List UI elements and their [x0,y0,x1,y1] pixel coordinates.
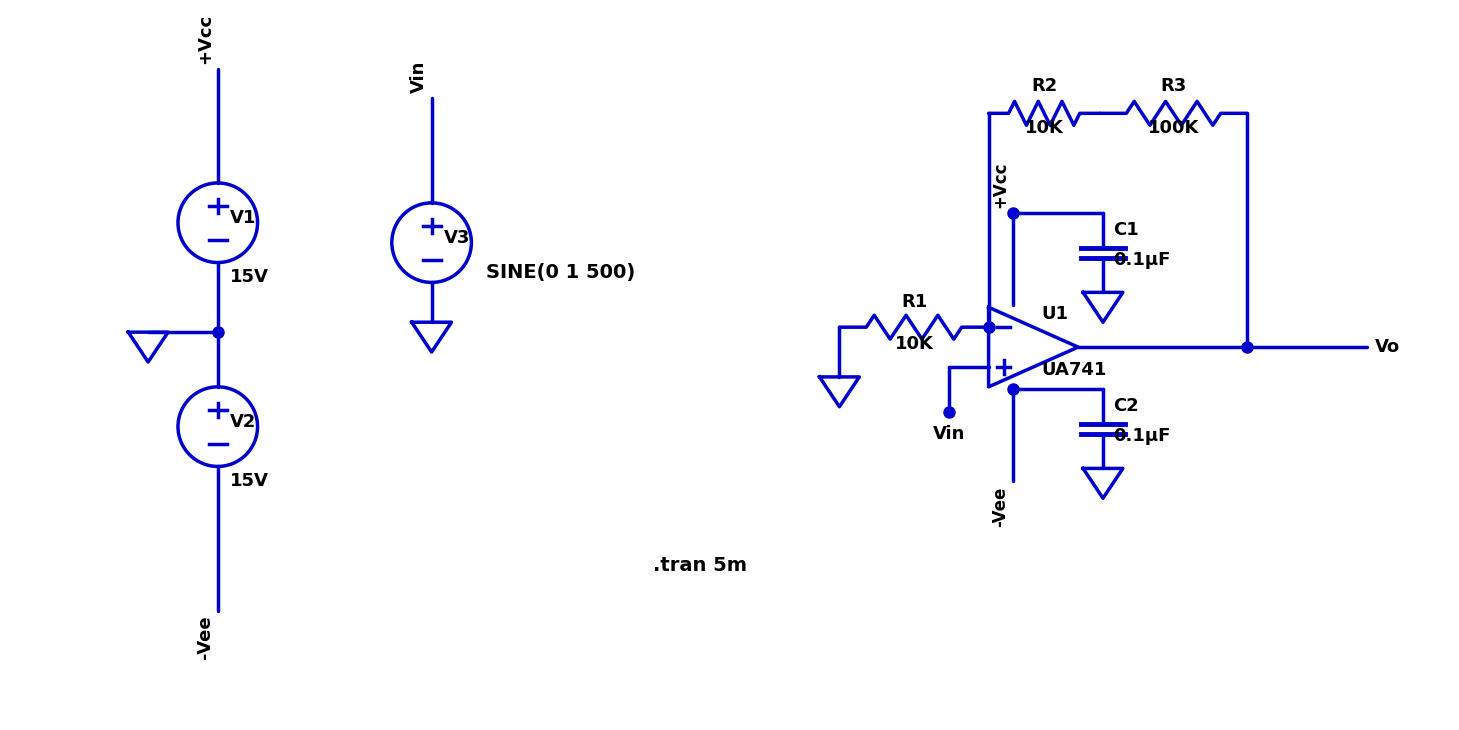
Text: SINE(0 1 500): SINE(0 1 500) [486,263,636,282]
Text: +Vcc: +Vcc [196,13,214,64]
Text: 15V: 15V [229,472,268,491]
Text: V1: V1 [229,209,257,227]
Text: 15V: 15V [229,269,268,286]
Text: R3: R3 [1160,77,1186,96]
Text: 0.1μF: 0.1μF [1113,426,1170,445]
Text: -Vee: -Vee [196,615,214,659]
Text: +Vcc: +Vcc [992,161,1010,208]
Text: 100K: 100K [1148,119,1199,137]
Text: R2: R2 [1032,77,1058,96]
Text: Vin: Vin [932,425,964,442]
Text: U1: U1 [1042,305,1068,323]
Text: .tran 5m: .tran 5m [654,556,747,575]
Text: 10K: 10K [1024,119,1064,137]
Text: 10K: 10K [894,335,934,353]
Text: Vin: Vin [410,61,427,93]
Text: V3: V3 [444,228,470,247]
Text: Vo: Vo [1374,338,1399,356]
Text: R1: R1 [900,293,926,311]
Text: 0.1μF: 0.1μF [1113,250,1170,269]
Text: C1: C1 [1113,220,1138,239]
Text: V2: V2 [229,412,257,431]
Text: -Vee: -Vee [992,486,1010,526]
Text: UA741: UA741 [1042,361,1107,379]
Text: C2: C2 [1113,396,1138,415]
